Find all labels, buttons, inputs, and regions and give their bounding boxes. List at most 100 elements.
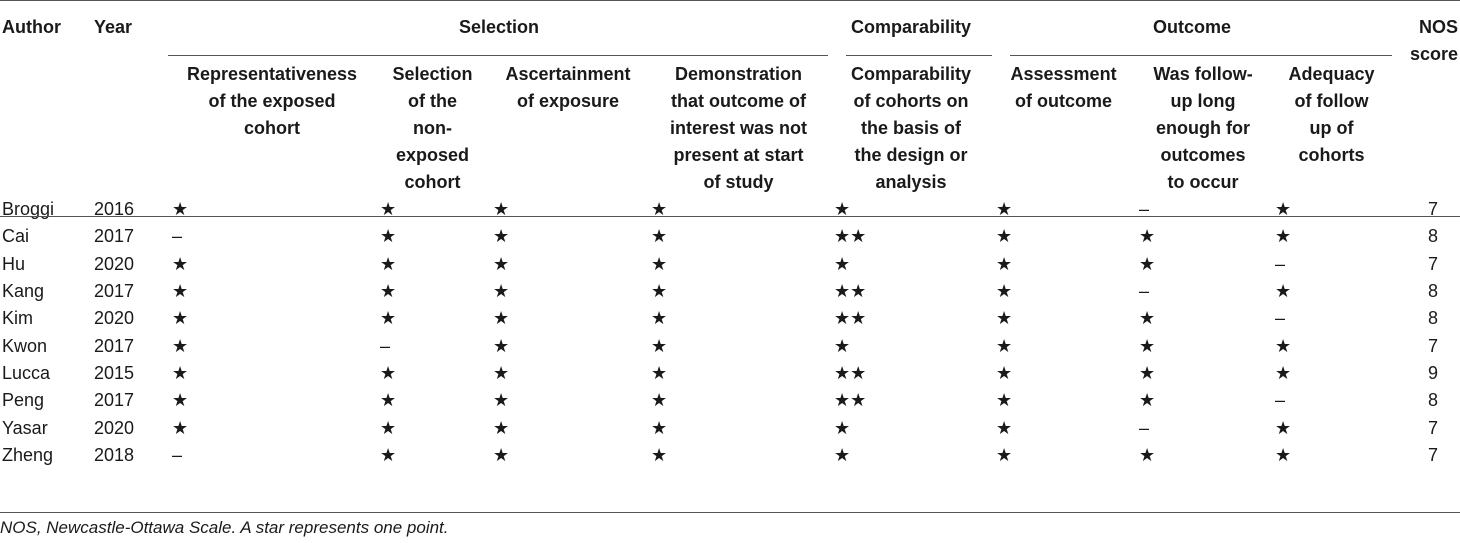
column-header-line: Was follow- — [1153, 64, 1253, 84]
cell-nos-score: 7 — [1428, 444, 1439, 465]
column-header-line: up of — [1309, 118, 1354, 138]
cell-nos-score: 8 — [1428, 226, 1439, 247]
cell-assessment-outcome: ★ — [996, 444, 1013, 465]
cell-author: Peng — [2, 390, 45, 411]
column-header-line: Ascertainment — [505, 64, 631, 84]
comparability-group-rule — [846, 55, 992, 56]
column-header-line: Comparability — [851, 64, 972, 84]
cell-follow-up-adequacy: ★ — [1275, 335, 1292, 356]
table-row: Hu 2020 ★ ★ ★ ★ ★ ★ ★ – 7 — [0, 251, 1460, 278]
column-header-line: of follow — [1294, 91, 1369, 111]
cell-year: 2017 — [94, 335, 135, 356]
column-header-follow-up-length: Was follow-up long enough for outcomes to o… — [1135, 49, 1271, 196]
cell-demonstration-outcome: ★ — [651, 226, 668, 247]
cell-demonstration-outcome: ★ — [651, 199, 668, 220]
cell-follow-up-length: – — [1139, 417, 1150, 438]
cell-nos-score: 8 — [1428, 281, 1439, 302]
column-header-selection-non-exposed: Selection of the non-exposed cohort — [376, 49, 489, 196]
outcome-group-header: Outcome — [1153, 17, 1232, 37]
cell-selection-non-exposed: ★ — [380, 226, 397, 247]
cell-demonstration-outcome: ★ — [651, 308, 668, 329]
cell-demonstration-outcome: ★ — [651, 335, 668, 356]
column-header-line: analysis — [875, 172, 947, 192]
cell-comparability-cohorts: ★★ — [834, 308, 867, 329]
cell-year: 2017 — [94, 390, 135, 411]
column-header-representativeness: Representativeness of the exposed cohort — [168, 49, 376, 196]
cell-selection-non-exposed: ★ — [380, 253, 397, 274]
cell-representativeness: ★ — [172, 335, 189, 356]
cell-selection-non-exposed: ★ — [380, 281, 397, 302]
cell-follow-up-adequacy: – — [1275, 253, 1286, 274]
cell-nos-score: 8 — [1428, 390, 1439, 411]
cell-follow-up-length: ★ — [1139, 362, 1156, 383]
cell-selection-non-exposed: – — [380, 335, 391, 356]
cell-follow-up-adequacy: ★ — [1275, 226, 1292, 247]
column-header-follow-up-adequacy: Adequacy of follow up of cohorts — [1271, 49, 1392, 196]
table-footnote: NOS, Newcastle-Ottawa Scale. A star repr… — [0, 518, 449, 537]
cell-ascertainment-exposure: ★ — [493, 281, 510, 302]
cell-nos-score: 7 — [1428, 335, 1439, 356]
cell-author: Kim — [2, 308, 33, 329]
selection-group-header: Selection — [459, 17, 540, 37]
cell-representativeness: ★ — [172, 281, 189, 302]
table-top-rule — [0, 0, 1460, 1]
cell-ascertainment-exposure: ★ — [493, 362, 510, 383]
cell-year: 2020 — [94, 308, 135, 329]
column-header-ascertainment-exposure: Ascertainment of exposure — [489, 49, 647, 196]
cell-representativeness: ★ — [172, 199, 189, 220]
cell-ascertainment-exposure: ★ — [493, 417, 510, 438]
cell-assessment-outcome: ★ — [996, 417, 1013, 438]
column-header-line: enough for — [1156, 118, 1251, 138]
author-header: Author — [2, 17, 61, 37]
cell-assessment-outcome: ★ — [996, 226, 1013, 247]
cell-representativeness: ★ — [172, 362, 189, 383]
year-header: Year — [94, 17, 133, 37]
cell-author: Yasar — [2, 417, 48, 438]
cell-ascertainment-exposure: ★ — [493, 199, 510, 220]
header-bottom-rule — [0, 216, 1460, 217]
cell-nos-score: 7 — [1428, 199, 1439, 220]
column-header-line: to occur — [1167, 172, 1239, 192]
cell-demonstration-outcome: ★ — [651, 390, 668, 411]
cell-selection-non-exposed: ★ — [380, 417, 397, 438]
cell-comparability-cohorts: ★ — [834, 417, 851, 438]
cell-year: 2016 — [94, 199, 135, 220]
cell-follow-up-length: ★ — [1139, 335, 1156, 356]
cell-assessment-outcome: ★ — [996, 308, 1013, 329]
column-header-line: that outcome of — [671, 91, 807, 111]
column-header-line: of cohorts on — [853, 91, 969, 111]
cell-follow-up-length: ★ — [1139, 226, 1156, 247]
cell-comparability-cohorts: ★★ — [834, 281, 867, 302]
cell-follow-up-adequacy: ★ — [1275, 362, 1292, 383]
column-header-line: of study — [703, 172, 774, 192]
cell-comparability-cohorts: ★ — [834, 253, 851, 274]
cell-author: Kwon — [2, 335, 48, 356]
cell-author: Broggi — [2, 199, 55, 220]
cell-representativeness: ★ — [172, 308, 189, 329]
cell-follow-up-adequacy: ★ — [1275, 444, 1292, 465]
cell-demonstration-outcome: ★ — [651, 444, 668, 465]
column-header-line: of the — [408, 91, 457, 111]
cell-ascertainment-exposure: ★ — [493, 226, 510, 247]
cell-assessment-outcome: ★ — [996, 281, 1013, 302]
cell-assessment-outcome: ★ — [996, 390, 1013, 411]
nos-score-header-line: NOS — [1419, 17, 1459, 37]
table-row: Zheng 2018 – ★ ★ ★ ★ ★ ★ ★ 7 — [0, 442, 1460, 469]
cell-ascertainment-exposure: ★ — [493, 308, 510, 329]
cell-nos-score: 7 — [1428, 417, 1439, 438]
cell-year: 2020 — [94, 253, 135, 274]
cell-representativeness: – — [172, 226, 183, 247]
cell-follow-up-adequacy: ★ — [1275, 417, 1292, 438]
cell-author: Lucca — [2, 362, 51, 383]
cell-follow-up-length: ★ — [1139, 444, 1156, 465]
outcome-group-rule — [1010, 55, 1392, 56]
cell-author: Cai — [2, 226, 30, 247]
table-row: Yasar 2020 ★ ★ ★ ★ ★ ★ – ★ 7 — [0, 414, 1460, 441]
column-header-line: Selection — [392, 64, 473, 84]
cell-author: Hu — [2, 253, 26, 274]
column-header-line: Adequacy — [1288, 64, 1375, 84]
nos-quality-table: Author Year Selection Comparability Outc… — [0, 17, 1460, 469]
cell-follow-up-adequacy: – — [1275, 308, 1286, 329]
cell-assessment-outcome: ★ — [996, 253, 1013, 274]
cell-follow-up-length: ★ — [1139, 308, 1156, 329]
